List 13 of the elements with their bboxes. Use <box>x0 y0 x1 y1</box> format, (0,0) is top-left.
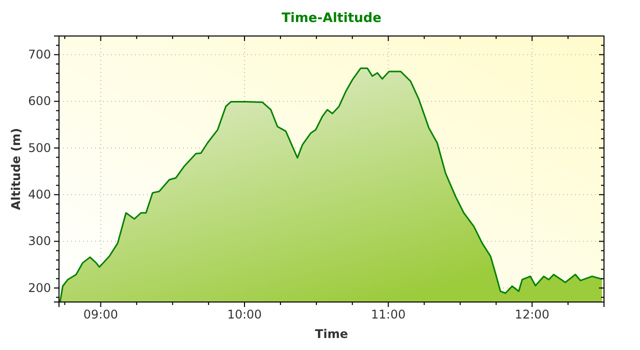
y-axis-title: Altitude (m) <box>9 128 23 210</box>
y-tick-label: 300 <box>28 234 51 248</box>
x-tick-label: 09:00 <box>83 308 118 322</box>
y-tick-label: 400 <box>28 188 51 202</box>
chart-title: Time-Altitude <box>282 11 382 26</box>
x-tick-label: 12:00 <box>514 308 550 322</box>
y-tick-label: 200 <box>28 280 51 295</box>
x-tick-label: 10:00 <box>227 308 262 322</box>
y-tick-label: 700 <box>28 48 51 62</box>
x-axis-title: Time <box>315 327 348 341</box>
x-tick-label: 11:00 <box>371 308 406 322</box>
y-tick-label: 600 <box>28 94 51 108</box>
y-tick-label: 500 <box>28 140 51 155</box>
